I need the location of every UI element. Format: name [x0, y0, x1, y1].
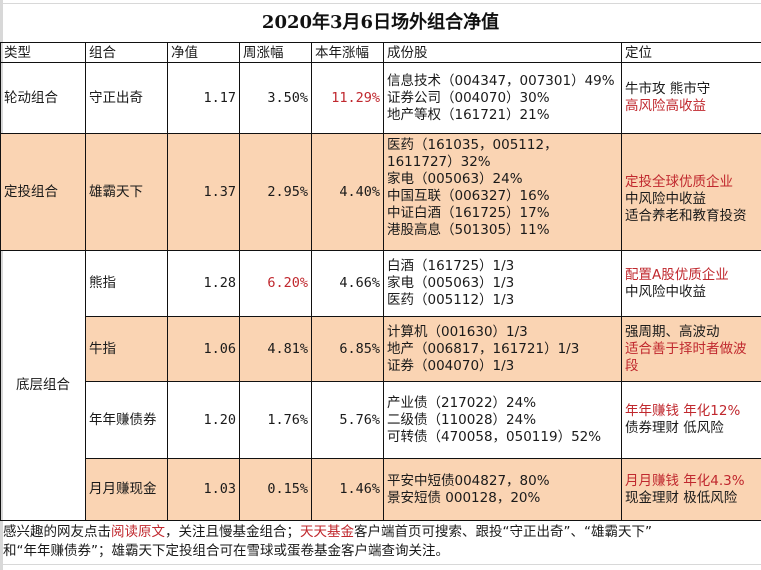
header-nav[interactable]: 净值 — [167, 42, 240, 63]
portfolio-name-cell[interactable]: 年年赚债券 — [85, 381, 168, 459]
table-row: 年年赚债券 1.20 1.76% 5.76% 产业债（217022）24% 二级… — [1, 381, 761, 459]
table-row: 轮动组合 守正出奇 1.17 3.50% 11.29% 信息技术（004347，… — [0, 62, 761, 134]
positioning-line-highlight: 年年赚钱 年化12% — [625, 403, 741, 419]
weekly-change-cell[interactable]: 4.81% — [239, 316, 312, 382]
positioning-line: 中风险中收益 — [625, 190, 706, 207]
sheet-title: 2020年3月6日场外组合净值 — [261, 12, 500, 33]
holding-line: 证券（004070）1/3 — [387, 357, 515, 374]
table-row: 牛指 1.06 4.81% 6.85% 计算机（001630）1/3 地产（00… — [1, 316, 761, 382]
footer-note: 感兴趣的网友点击阅读原文，关注且慢基金组合；天天基金客户端首页可搜索、跟投“守正… — [0, 520, 761, 565]
nav-cell[interactable]: 1.06 — [167, 316, 240, 382]
positioning-cell[interactable]: 配置A股优质企业 中风险中收益 — [621, 250, 761, 317]
table-row: 月月赚现金 1.03 0.15% 1.46% 平安中短债004827，80% 景… — [1, 458, 761, 521]
table-row: 底层组合 熊指 1.28 6.20% 4.66% 白酒（161725）1/3 家… — [0, 250, 761, 521]
holding-line: 医药（005112）1/3 — [387, 292, 515, 308]
positioning-line-highlight: 定投全球优质企业 — [625, 173, 733, 190]
positioning-cell[interactable]: 年年赚钱 年化12% 债券理财 低风险 — [621, 381, 761, 459]
positioning-line-highlight: 高风险高收益 — [625, 98, 706, 114]
positioning-cell[interactable]: 强周期、高波动 适合善于择时者做波 段 — [621, 316, 761, 382]
holdings-cell[interactable]: 医药（161035，005112， 1611727）32% 家电（005063）… — [383, 133, 622, 251]
holding-line: 可转债（470058，050119）52% — [387, 428, 602, 445]
type-cell[interactable]: 轮动组合 — [0, 62, 86, 134]
holding-line: 医药（161035，005112， — [387, 137, 558, 153]
positioning-line: 适合养老和教育投资 — [625, 207, 747, 224]
holding-line: 家电（005063）1/3 — [387, 275, 515, 291]
nav-cell[interactable]: 1.37 — [167, 133, 240, 251]
positioning-line-highlight: 月月赚钱 年化4.3% — [625, 472, 745, 489]
portfolio-name-cell[interactable]: 守正出奇 — [85, 62, 168, 134]
holding-line: 1611727）32% — [387, 154, 491, 170]
ytd-change-cell[interactable]: 4.66% — [311, 250, 384, 317]
header-weekly-change[interactable]: 周涨幅 — [239, 42, 312, 63]
header-row: 类型 组合 净值 周涨幅 本年涨幅 成份股 定位 — [0, 42, 761, 63]
header-holdings[interactable]: 成份股 — [383, 42, 622, 63]
tiantian-fund-link[interactable]: 天天基金 — [300, 524, 354, 540]
portfolio-name-cell[interactable]: 牛指 — [85, 316, 168, 382]
weekly-change-cell[interactable]: 2.95% — [239, 133, 312, 251]
positioning-cell[interactable]: 牛市攻 熊市守 高风险高收益 — [621, 62, 761, 134]
holding-line: 地产等权（161721）21% — [387, 106, 550, 123]
positioning-line-highlight: 段 — [625, 357, 639, 374]
type-cell[interactable]: 定投组合 — [0, 133, 86, 251]
footer-text: 客户端首页可搜索、跟投“守正出奇”、“雄霸天下” — [354, 524, 652, 540]
holding-line: 信息技术（004347，007301）49% — [387, 72, 615, 89]
holding-line: 景安短债 000128，20% — [387, 489, 541, 506]
read-original-link[interactable]: 阅读原文 — [111, 524, 165, 540]
positioning-line: 现金理财 极低风险 — [625, 489, 738, 506]
positioning-line-highlight: 配置A股优质企业 — [625, 266, 729, 283]
weekly-change-cell[interactable]: 6.20% — [239, 250, 312, 317]
holding-line: 证券公司（004070）30% — [387, 89, 550, 106]
holding-line: 地产（006817，161721）1/3 — [387, 340, 580, 357]
positioning-cell[interactable]: 定投全球优质企业 中风险中收益 适合养老和教育投资 — [621, 133, 761, 251]
positioning-line: 中风险中收益 — [625, 283, 706, 300]
footer-text: ，关注且慢基金组合； — [165, 524, 300, 540]
positioning-line-highlight: 适合善于择时者做波 — [625, 340, 747, 357]
portfolio-table: 类型 组合 净值 周涨幅 本年涨幅 成份股 定位 轮动组合 守正出奇 1.17 … — [0, 42, 761, 521]
holding-line: 家电（005063）24% — [387, 171, 523, 187]
header-portfolio[interactable]: 组合 — [85, 42, 168, 63]
footer-line-2: 和“年年赚债券”；雄霸天下定投组合可在雪球或蛋卷基金客户端查询关注。 — [3, 543, 449, 559]
table-row: 定投组合 雄霸天下 1.37 2.95% 4.40% 医药（161035，005… — [0, 133, 761, 251]
positioning-line: 债券理财 低风险 — [625, 420, 724, 436]
header-positioning[interactable]: 定位 — [621, 42, 761, 63]
holdings-cell[interactable]: 产业债（217022）24% 二级债（110028）24% 可转债（470058… — [383, 381, 622, 459]
holding-line: 计算机（001630）1/3 — [387, 323, 528, 340]
ytd-change-cell[interactable]: 6.85% — [311, 316, 384, 382]
header-type[interactable]: 类型 — [0, 42, 86, 63]
type-cell[interactable]: 底层组合 — [0, 250, 86, 521]
positioning-cell[interactable]: 月月赚钱 年化4.3% 现金理财 极低风险 — [621, 458, 761, 521]
nav-cell[interactable]: 1.03 — [167, 458, 240, 521]
header-ytd-change[interactable]: 本年涨幅 — [311, 42, 384, 63]
holdings-cell[interactable]: 平安中短债004827，80% 景安短债 000128，20% — [383, 458, 622, 521]
holding-line: 中国互联（006327）16% — [387, 188, 550, 204]
ytd-change-cell[interactable]: 11.29% — [311, 62, 384, 134]
ytd-change-cell[interactable]: 4.40% — [311, 133, 384, 251]
nav-cell[interactable]: 1.28 — [167, 250, 240, 317]
holding-line: 二级债（110028）24% — [387, 411, 537, 428]
footer-text: 感兴趣的网友点击 — [3, 524, 111, 540]
holding-line: 产业债（217022）24% — [387, 394, 537, 411]
holding-line: 中证白酒（161725）17% — [387, 205, 550, 221]
portfolio-name-cell[interactable]: 熊指 — [85, 250, 168, 317]
nav-cell[interactable]: 1.17 — [167, 62, 240, 134]
holdings-cell[interactable]: 信息技术（004347，007301）49% 证券公司（004070）30% 地… — [383, 62, 622, 134]
weekly-change-cell[interactable]: 3.50% — [239, 62, 312, 134]
top-gridline — [0, 0, 761, 4]
holding-line: 平安中短债004827，80% — [387, 472, 550, 489]
nav-cell[interactable]: 1.20 — [167, 381, 240, 459]
ytd-change-cell[interactable]: 1.46% — [311, 458, 384, 521]
holdings-cell[interactable]: 计算机（001630）1/3 地产（006817，161721）1/3 证券（0… — [383, 316, 622, 382]
positioning-line: 强周期、高波动 — [625, 323, 720, 340]
positioning-line: 牛市攻 熊市守 — [625, 81, 711, 97]
holding-line: 港股高息（501305）11% — [387, 222, 550, 238]
ytd-change-cell[interactable]: 5.76% — [311, 381, 384, 459]
portfolio-name-cell[interactable]: 月月赚现金 — [85, 458, 168, 521]
holdings-cell[interactable]: 白酒（161725）1/3 家电（005063）1/3 医药（005112）1/… — [383, 250, 622, 317]
weekly-change-cell[interactable]: 0.15% — [239, 458, 312, 521]
weekly-change-cell[interactable]: 1.76% — [239, 381, 312, 459]
holding-line: 白酒（161725）1/3 — [387, 258, 515, 274]
footer-line-1: 感兴趣的网友点击阅读原文，关注且慢基金组合；天天基金客户端首页可搜索、跟投“守正… — [3, 523, 758, 542]
portfolio-name-cell[interactable]: 雄霸天下 — [85, 133, 168, 251]
